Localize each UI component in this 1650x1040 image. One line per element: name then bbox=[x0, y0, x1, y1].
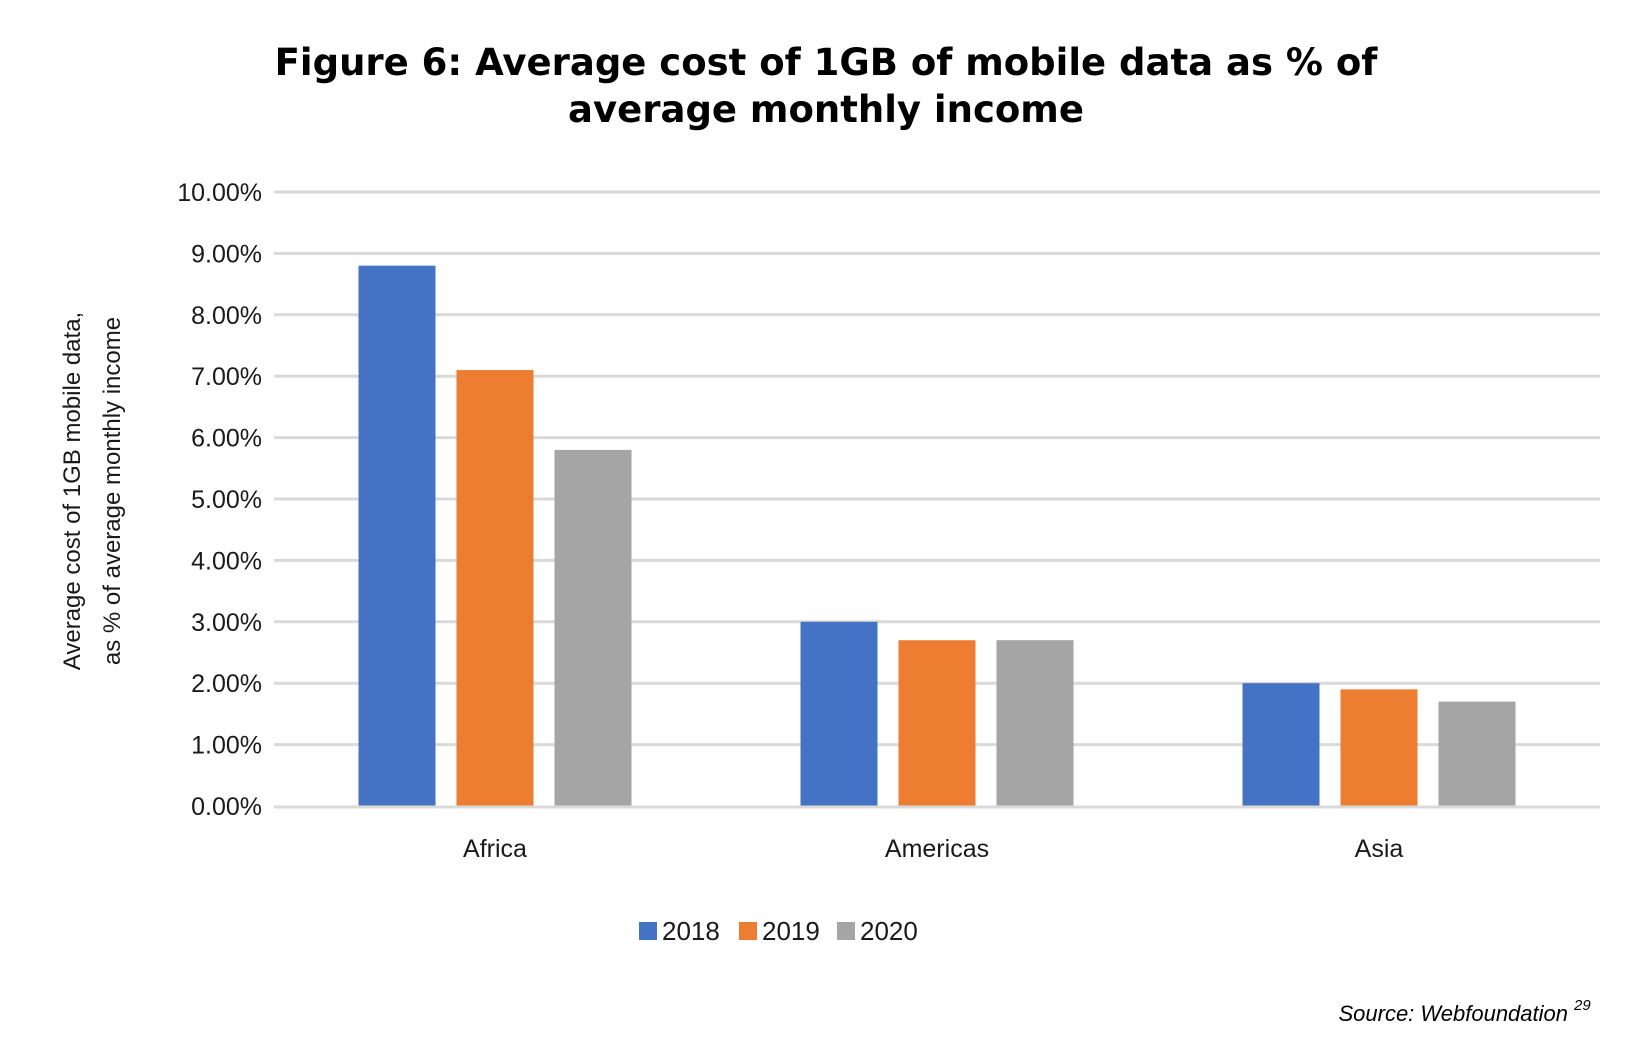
bar-americas-2020 bbox=[996, 640, 1074, 806]
y-tick-label: 3.00% bbox=[191, 609, 262, 637]
bar-africa-2019 bbox=[456, 370, 534, 806]
legend-label: 2019 bbox=[762, 916, 820, 946]
y-tick-label: 5.00% bbox=[191, 486, 262, 514]
source-text: Source: Webfoundation bbox=[1338, 1001, 1568, 1026]
y-tick-label: 1.00% bbox=[191, 732, 262, 760]
legend-item-2020: 2020 bbox=[837, 916, 918, 946]
legend-label: 2020 bbox=[860, 916, 918, 946]
chart-title: Figure 6: Average cost of 1GB of mobile … bbox=[275, 41, 1379, 131]
y-tick-label: 8.00% bbox=[191, 302, 262, 330]
x-category-label: Africa bbox=[463, 835, 527, 863]
y-tick-label: 10.00% bbox=[177, 179, 262, 207]
y-axis-ticks: 0.00% 1.00% 2.00% 3.00% 4.00% 5.00% 6.00% 7.00%… bbox=[177, 179, 262, 821]
y-axis-title-line-2: as % of average monthly income bbox=[99, 317, 126, 665]
source-note: Source: Webfoundation 29 bbox=[1338, 997, 1591, 1026]
bar-africa-2018 bbox=[358, 265, 436, 806]
y-tick-label: 4.00% bbox=[191, 547, 262, 575]
y-tick-label: 6.00% bbox=[191, 425, 262, 453]
source-footnote: 29 bbox=[1573, 997, 1591, 1014]
bar-americas-2018 bbox=[800, 621, 878, 806]
x-category-label: Americas bbox=[885, 835, 989, 863]
legend-item-2019: 2019 bbox=[739, 916, 820, 946]
bar-americas-2019 bbox=[898, 640, 976, 806]
bars bbox=[358, 265, 1516, 806]
bar-asia-2018 bbox=[1242, 683, 1320, 806]
legend-item-2018: 2018 bbox=[639, 916, 720, 946]
x-category-label: Asia bbox=[1355, 835, 1404, 863]
y-axis-title-line-1: Average cost of 1GB mobile data, bbox=[59, 312, 86, 670]
y-tick-label: 2.00% bbox=[191, 670, 262, 698]
legend-label: 2018 bbox=[662, 916, 720, 946]
y-tick-label: 7.00% bbox=[191, 363, 262, 391]
y-tick-label: 9.00% bbox=[191, 240, 262, 268]
legend-swatch bbox=[739, 922, 757, 940]
chart-title-line-1: Figure 6: Average cost of 1GB of mobile … bbox=[275, 41, 1379, 84]
bar-africa-2020 bbox=[554, 449, 632, 806]
chart-title-line-2: average monthly income bbox=[568, 88, 1084, 131]
legend-swatch bbox=[639, 922, 657, 940]
bar-asia-2020 bbox=[1438, 701, 1516, 806]
y-axis-title: Average cost of 1GB mobile data, as % of… bbox=[59, 312, 126, 670]
bar-asia-2019 bbox=[1340, 689, 1418, 806]
x-axis-categories: Africa Americas Asia bbox=[463, 835, 1403, 863]
legend: 2018 2019 2020 bbox=[639, 916, 918, 946]
legend-swatch bbox=[837, 922, 855, 940]
y-tick-label: 0.00% bbox=[191, 793, 262, 821]
